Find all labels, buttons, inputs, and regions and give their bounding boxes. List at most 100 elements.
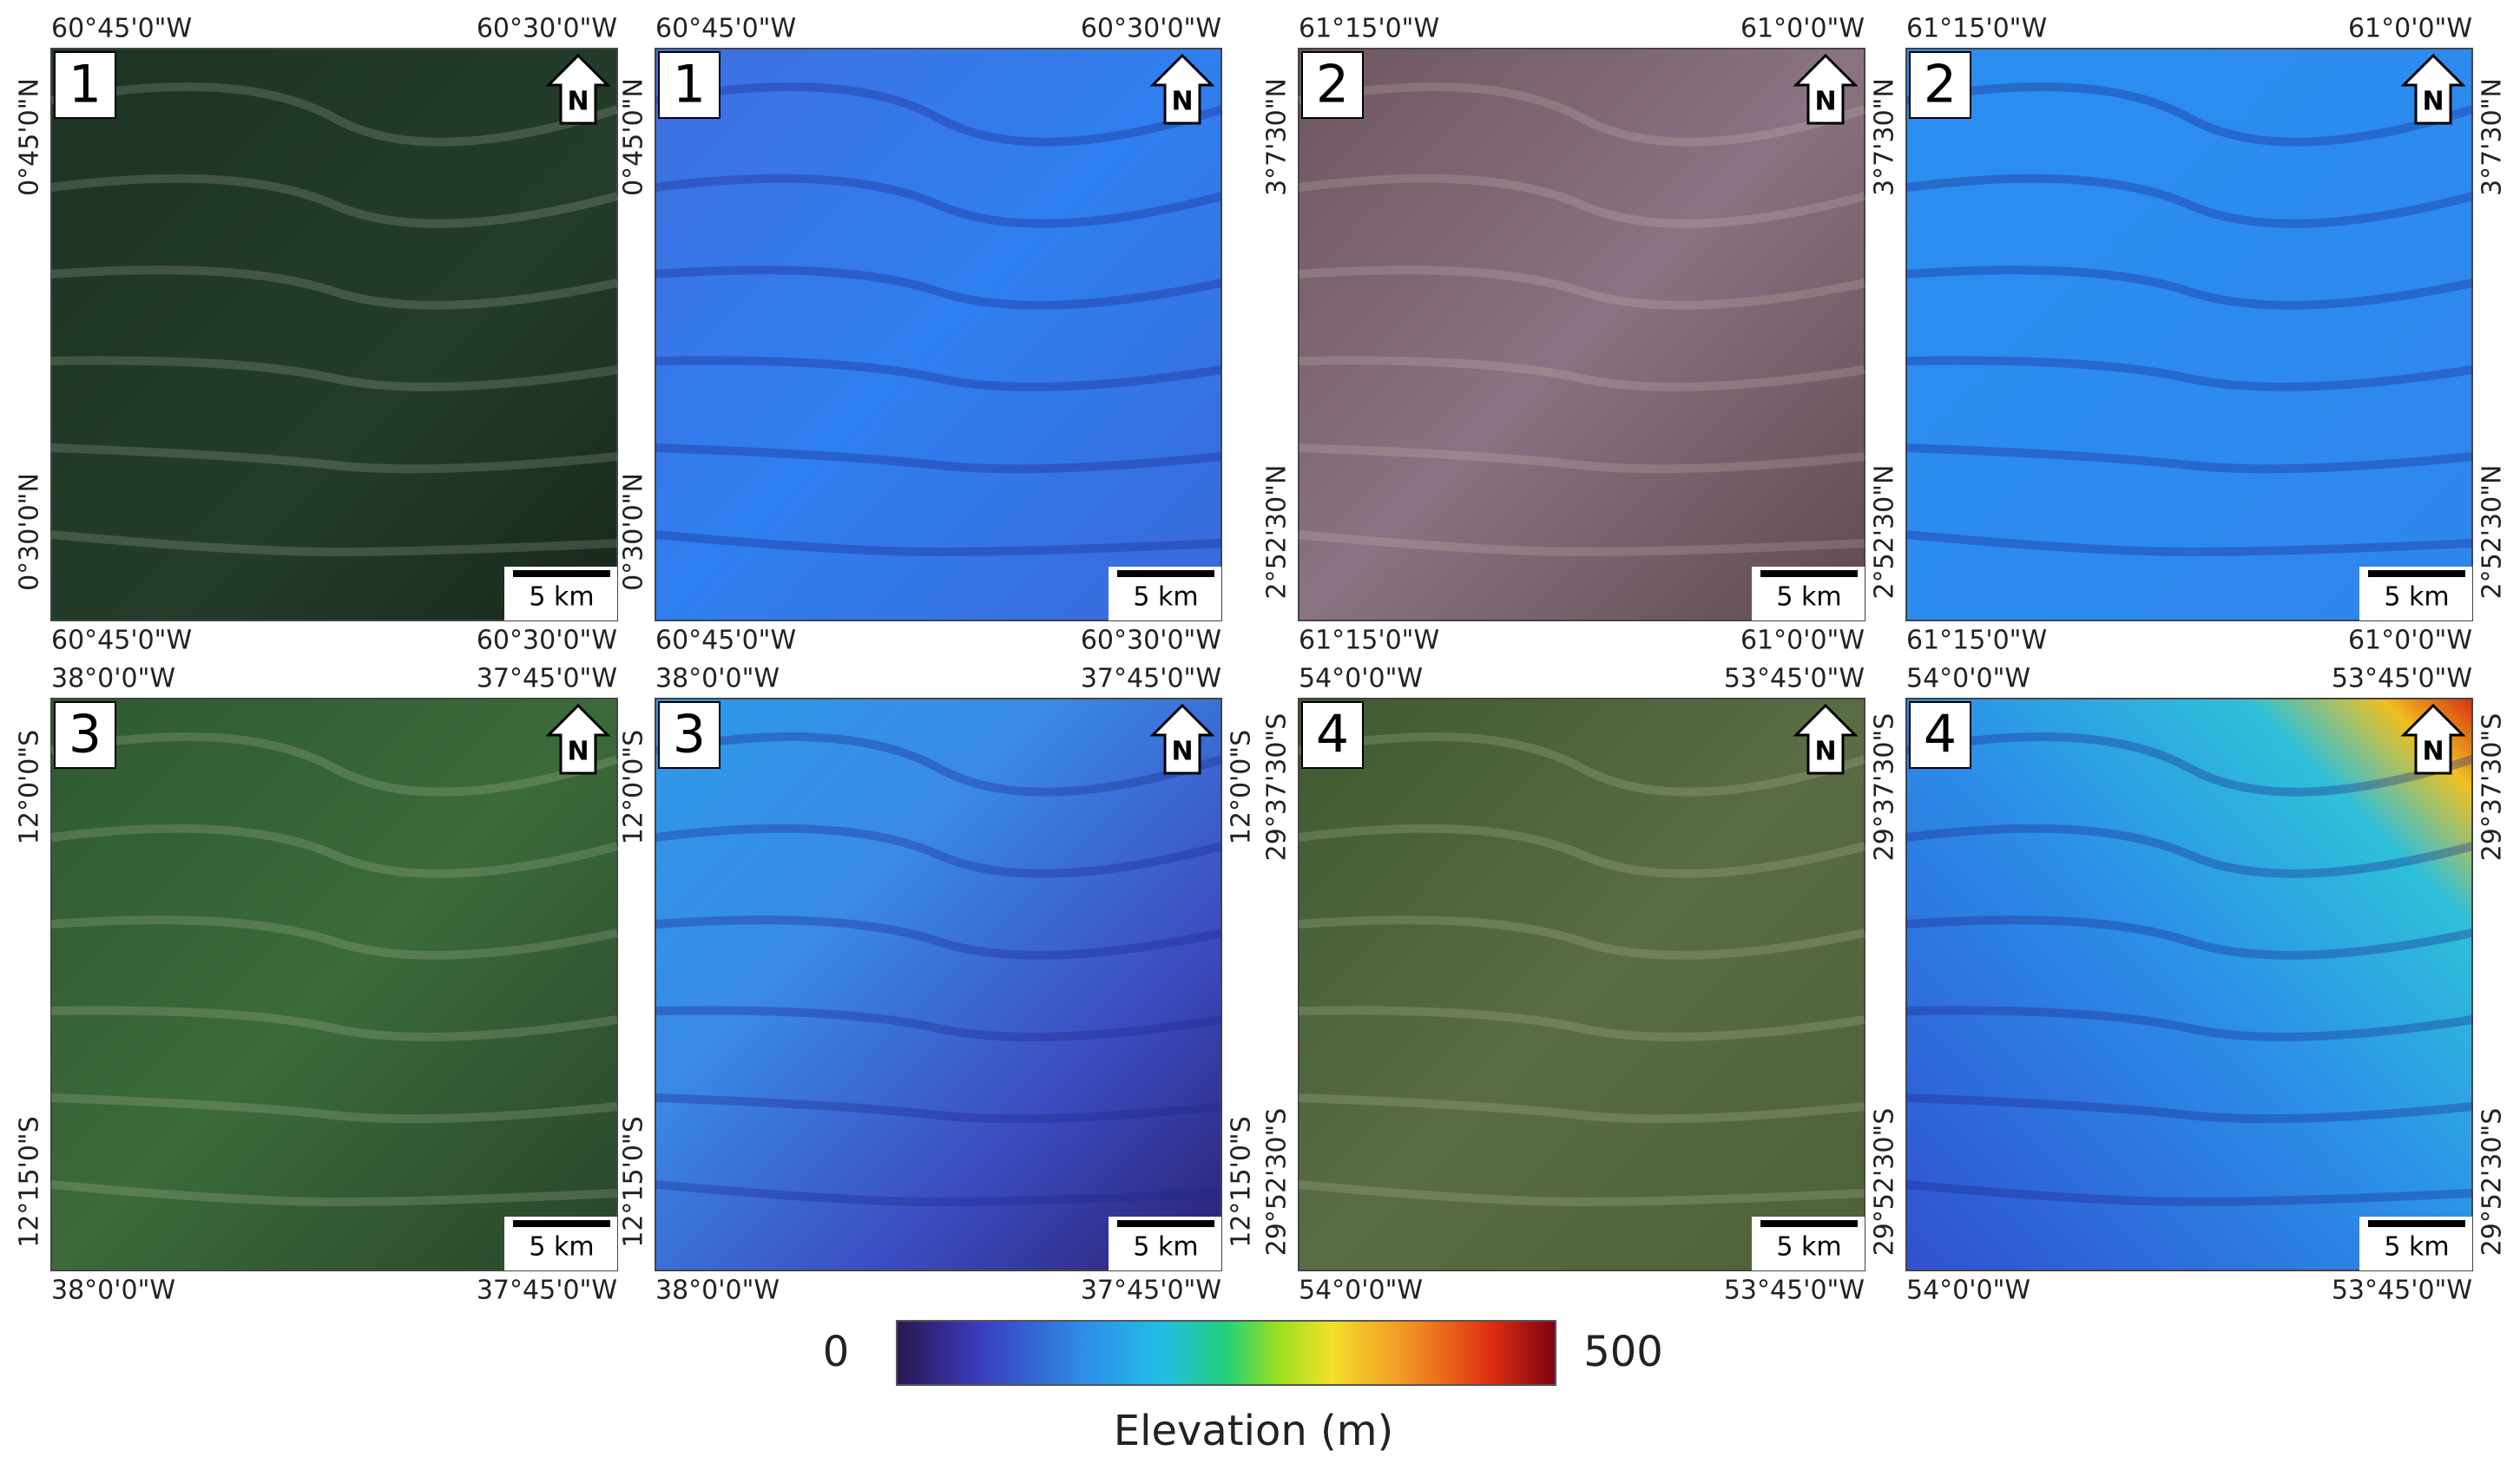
terrain-texture (50, 356, 618, 391)
longitude-label: 60°30'0"W (1081, 14, 1221, 44)
latitude-label: 3°7'30"N (1262, 78, 1293, 196)
terrain-texture (1298, 174, 1866, 228)
north-label: N (2422, 87, 2444, 117)
map-image (1905, 48, 2473, 621)
terrain-texture (1905, 530, 2473, 557)
terrain-texture (1905, 174, 2474, 228)
latitude-label: 12°15'0"S (1227, 1116, 1257, 1248)
terrain-texture (655, 443, 1222, 474)
terrain-texture (655, 266, 1223, 310)
panel-number: 2 (1924, 55, 1957, 115)
map-panel: 3 N 5 km 38°0'0"W 37°45'0"W 38°0'0"W 37°45'0"W… (619, 664, 1257, 1306)
longitude-label: 61°0'0"W (2348, 626, 2472, 656)
longitude-label: 53°45'0"W (2332, 1276, 2472, 1306)
longitude-label: 60°45'0"W (655, 14, 796, 44)
latitude-label: 12°0'0"S (1227, 730, 1257, 844)
latitude-label: 0°30'0"N (15, 473, 45, 591)
latitude-label: 29°52'30"S (1870, 1108, 1900, 1257)
north-arrow (1793, 53, 1859, 125)
terrain-texture (50, 916, 619, 960)
panel-number-box (1301, 51, 1364, 119)
longitude-label: 38°0'0"W (655, 664, 780, 694)
panel-number: 2 (1316, 55, 1349, 115)
north-arrow (2400, 703, 2466, 775)
latitude-label: 12°0'0"S (15, 730, 45, 844)
longitude-label: 61°0'0"W (2348, 14, 2472, 44)
north-label: N (2422, 737, 2444, 767)
terrain-texture (1905, 356, 2473, 391)
scale-bar (513, 570, 610, 577)
colorbar-max: 500 (1583, 1328, 1663, 1376)
terrain-texture (1298, 266, 1866, 310)
north-arrow (2400, 53, 2466, 125)
terrain-texture (1298, 82, 1866, 147)
terrain-texture (1298, 1180, 1865, 1207)
terrain-texture (50, 174, 619, 228)
longitude-label: 53°45'0"W (2332, 664, 2472, 694)
colorbar-min: 0 (823, 1328, 850, 1376)
terrain-texture (1298, 356, 1865, 391)
colorbar (896, 1320, 1556, 1386)
longitude-label: 38°0'0"W (655, 1276, 780, 1306)
north-arrow (1793, 703, 1859, 775)
north-arrow (545, 53, 611, 125)
longitude-label: 61°15'0"W (1906, 14, 2047, 44)
terrain-texture (655, 356, 1222, 391)
north-arrow (545, 703, 611, 775)
latitude-label: 12°15'0"S (15, 1116, 45, 1248)
north-label: N (1171, 87, 1193, 117)
scale-bar (513, 1220, 610, 1227)
terrain-texture (1905, 82, 2474, 147)
terrain-texture (50, 1006, 618, 1041)
terrain-texture (655, 174, 1223, 228)
terrain-texture (1905, 916, 2474, 960)
terrain-texture (1298, 443, 1865, 474)
terrain-texture (655, 530, 1222, 557)
panels: 1 N 5 km 60°45'0"W 60°30'0"W 60°45'0"W 60°30'0… (15, 14, 2508, 1306)
terrain-texture (1298, 824, 1866, 878)
terrain-texture (655, 1180, 1222, 1207)
panel-number-box (658, 51, 720, 119)
longitude-label: 53°45'0"W (1724, 1276, 1865, 1306)
latitude-label: 2°52'30"N (1870, 465, 1900, 600)
scale-label: 5 km (1776, 582, 1841, 613)
terrain-texture (50, 732, 619, 797)
panel-number-box (1909, 51, 1971, 119)
map-panel: 2 N 5 km 61°15'0"W 61°0'0"W 61°15'0"W 61°0'0"W… (1262, 14, 1866, 656)
longitude-label: 60°30'0"W (477, 14, 617, 44)
north-arrow (1149, 53, 1215, 125)
map-panel: 4 N 5 km 54°0'0"W 53°45'0"W 54°0'0"W 53°45'0"W… (1262, 664, 1866, 1306)
terrain-texture (655, 1006, 1222, 1041)
longitude-label: 37°45'0"W (477, 1276, 617, 1306)
longitude-label: 38°0'0"W (51, 1276, 175, 1306)
latitude-label: 3°7'30"N (2477, 78, 2508, 196)
terrain-texture (1298, 530, 1865, 557)
north-label: N (567, 87, 589, 117)
panel-number-box (54, 51, 116, 119)
map-image (655, 698, 1222, 1271)
longitude-label: 60°45'0"W (51, 14, 192, 44)
scale-label: 5 km (529, 582, 594, 613)
scale-label: 5 km (2384, 1232, 2449, 1263)
latitude-label: 12°0'0"S (619, 730, 649, 844)
terrain-texture (655, 1093, 1222, 1124)
scale-bar (2368, 570, 2465, 577)
map-panel: 2 N 5 km 61°15'0"W 61°0'0"W 61°15'0"W 61°0'0"W… (1870, 14, 2508, 656)
map-panel: 3 N 5 km 38°0'0"W 37°45'0"W 38°0'0"W 37°45'0"W… (15, 664, 619, 1306)
longitude-label: 37°45'0"W (1081, 664, 1221, 694)
north-label: N (1814, 87, 1836, 117)
terrain-texture (1905, 824, 2474, 878)
terrain-texture (1905, 1093, 2473, 1124)
latitude-label: 29°37'30"S (1870, 713, 1900, 862)
longitude-label: 60°30'0"W (1081, 626, 1221, 656)
map-panel: 4 N 5 km 54°0'0"W 53°45'0"W 54°0'0"W 53°45'0"W… (1870, 664, 2508, 1306)
latitude-label: 0°30'0"N (619, 473, 649, 591)
longitude-label: 61°15'0"W (1299, 14, 1439, 44)
terrain-texture (1298, 1093, 1865, 1124)
latitude-label: 29°37'30"S (1262, 713, 1293, 862)
latitude-label: 29°52'30"S (1262, 1108, 1293, 1257)
latitude-label: 2°52'30"N (2477, 465, 2508, 600)
longitude-label: 60°45'0"W (655, 626, 796, 656)
terrain-texture (1905, 732, 2474, 797)
